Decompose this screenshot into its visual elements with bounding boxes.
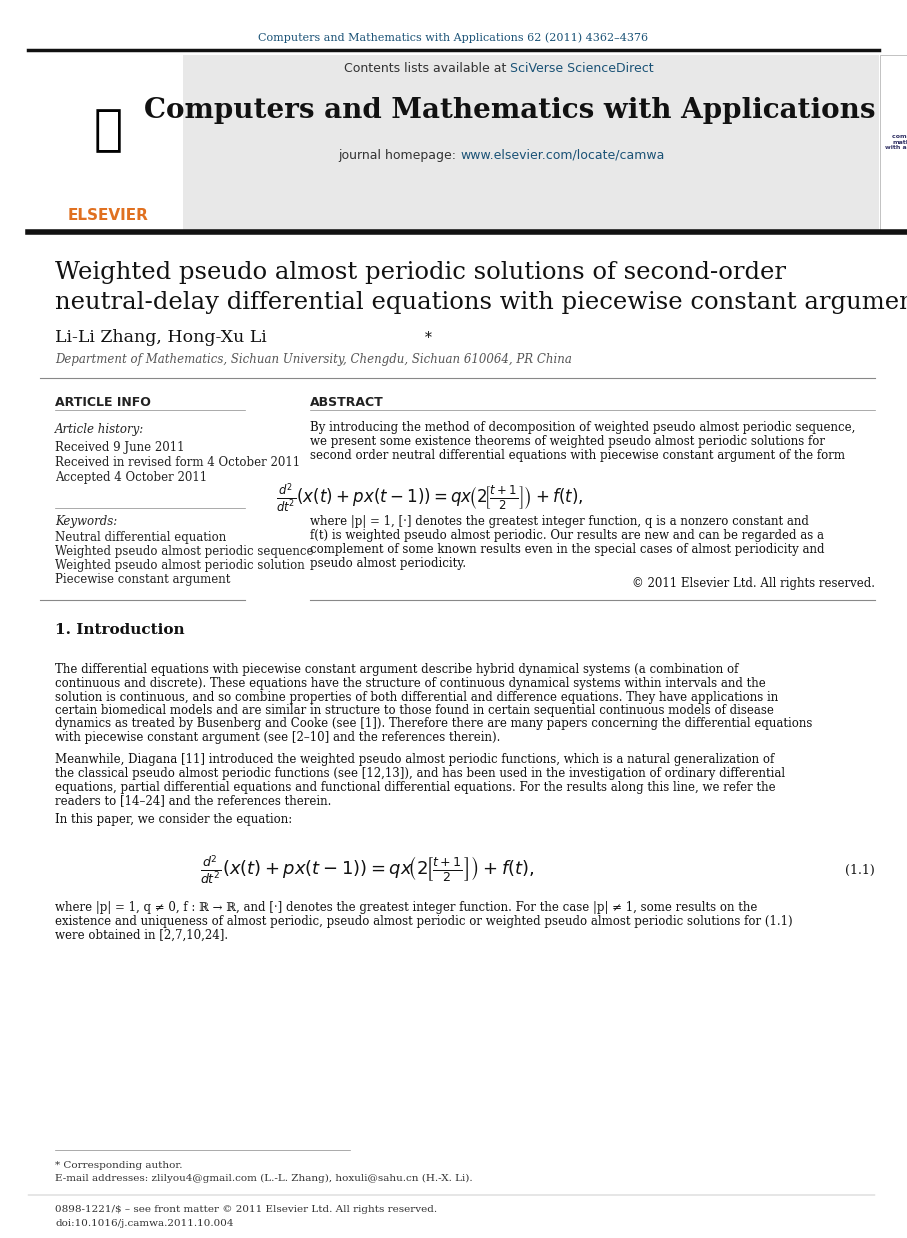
Text: complement of some known results even in the special cases of almost periodicity: complement of some known results even in… — [310, 543, 824, 557]
Text: 1. Introduction: 1. Introduction — [55, 623, 185, 638]
Text: were obtained in [2,7,10,24].: were obtained in [2,7,10,24]. — [55, 928, 229, 942]
Text: Weighted pseudo almost periodic solutions of second-order: Weighted pseudo almost periodic solution… — [55, 260, 786, 284]
Text: 0898-1221/$ – see front matter © 2011 Elsevier Ltd. All rights reserved.: 0898-1221/$ – see front matter © 2011 El… — [55, 1206, 437, 1214]
Text: the classical pseudo almost periodic functions (see [12,13]), and has been used : the classical pseudo almost periodic fun… — [55, 768, 785, 780]
Text: $\frac{d^2}{dt^2}(x(t) + px(t-1)) = qx\!\left(2\!\left[\frac{t+1}{2}\right]\righ: $\frac{d^2}{dt^2}(x(t) + px(t-1)) = qx\!… — [277, 482, 584, 515]
Text: SciVerse ScienceDirect: SciVerse ScienceDirect — [510, 62, 654, 74]
Text: Li-Li Zhang, Hong-Xu Li: Li-Li Zhang, Hong-Xu Li — [55, 329, 267, 347]
Text: Piecewise constant argument: Piecewise constant argument — [55, 572, 230, 586]
Text: existence and uniqueness of almost periodic, pseudo almost periodic or weighted : existence and uniqueness of almost perio… — [55, 915, 793, 928]
Text: Weighted pseudo almost periodic sequence: Weighted pseudo almost periodic sequence — [55, 545, 314, 557]
Text: certain biomedical models and are similar in structure to those found in certain: certain biomedical models and are simila… — [55, 704, 774, 717]
Text: we present some existence theorems of weighted pseudo almost periodic solutions : we present some existence theorems of we… — [310, 436, 825, 448]
Text: neutral-delay differential equations with piecewise constant argument: neutral-delay differential equations wit… — [55, 291, 907, 313]
Text: computers &
mathematics
with applications: computers & mathematics with application… — [885, 134, 907, 150]
Text: Computers and Mathematics with Applications 62 (2011) 4362–4376: Computers and Mathematics with Applicati… — [258, 32, 649, 43]
Text: second order neutral differential equations with piecewise constant argument of : second order neutral differential equati… — [310, 449, 845, 463]
Text: where |p| = 1, [·] denotes the greatest integer function, q is a nonzero constan: where |p| = 1, [·] denotes the greatest … — [310, 515, 809, 529]
Text: Department of Mathematics, Sichuan University, Chengdu, Sichuan 610064, PR China: Department of Mathematics, Sichuan Unive… — [55, 354, 572, 366]
Text: The differential equations with piecewise constant argument describe hybrid dyna: The differential equations with piecewis… — [55, 664, 738, 676]
Text: 🌳: 🌳 — [93, 106, 122, 154]
Text: Keywords:: Keywords: — [55, 515, 117, 529]
Text: readers to [14–24] and the references therein.: readers to [14–24] and the references th… — [55, 794, 331, 807]
Text: f(t) is weighted pseudo almost periodic. Our results are new and can be regarded: f(t) is weighted pseudo almost periodic.… — [310, 530, 824, 542]
Text: * Corresponding author.: * Corresponding author. — [55, 1160, 182, 1170]
Text: with piecewise constant argument (see [2–10] and the references therein).: with piecewise constant argument (see [2… — [55, 730, 501, 744]
Text: journal homepage:: journal homepage: — [338, 149, 460, 161]
Text: Computers and Mathematics with Applications: Computers and Mathematics with Applicati… — [144, 97, 876, 124]
Text: equations, partial differential equations and functional differential equations.: equations, partial differential equation… — [55, 780, 775, 794]
Text: ELSEVIER: ELSEVIER — [67, 208, 149, 223]
Text: © 2011 Elsevier Ltd. All rights reserved.: © 2011 Elsevier Ltd. All rights reserved… — [632, 577, 875, 591]
Text: $\frac{d^2}{dt^2}(x(t) + px(t-1)) = qx\!\left(2\!\left[\frac{t+1}{2}\right]\righ: $\frac{d^2}{dt^2}(x(t) + px(t-1)) = qx\!… — [200, 853, 534, 886]
Text: Received 9 June 2011: Received 9 June 2011 — [55, 441, 184, 453]
Text: Contents lists available at: Contents lists available at — [344, 62, 510, 74]
Text: Article history:: Article history: — [55, 423, 144, 437]
Text: ARTICLE INFO: ARTICLE INFO — [55, 395, 151, 409]
Text: Accepted 4 October 2011: Accepted 4 October 2011 — [55, 470, 207, 484]
Text: Weighted pseudo almost periodic solution: Weighted pseudo almost periodic solution — [55, 558, 305, 572]
Text: www.elsevier.com/locate/camwa: www.elsevier.com/locate/camwa — [460, 149, 664, 161]
Bar — [880, 54, 907, 230]
Text: In this paper, we consider the equation:: In this paper, we consider the equation: — [55, 813, 292, 827]
Bar — [28, 54, 879, 230]
Text: dynamics as treated by Busenberg and Cooke (see [1]). Therefore there are many p: dynamics as treated by Busenberg and Coo… — [55, 718, 813, 730]
Text: solution is continuous, and so combine properties of both differential and diffe: solution is continuous, and so combine p… — [55, 691, 778, 703]
Text: E-mail addresses: zlilyou4@gmail.com (L.-L. Zhang), hoxuli@sahu.cn (H.-X. Li).: E-mail addresses: zlilyou4@gmail.com (L.… — [55, 1174, 473, 1182]
Text: *: * — [425, 331, 432, 345]
Text: By introducing the method of decomposition of weighted pseudo almost periodic se: By introducing the method of decompositi… — [310, 421, 855, 435]
Text: doi:10.1016/j.camwa.2011.10.004: doi:10.1016/j.camwa.2011.10.004 — [55, 1219, 233, 1228]
Text: Neutral differential equation: Neutral differential equation — [55, 531, 226, 543]
Text: (1.1): (1.1) — [845, 863, 875, 877]
Text: continuous and discrete). These equations have the structure of continuous dynam: continuous and discrete). These equation… — [55, 677, 766, 690]
Text: where |p| = 1, q ≠ 0, f : ℝ → ℝ, and [·] denotes the greatest integer function. : where |p| = 1, q ≠ 0, f : ℝ → ℝ, and [·]… — [55, 901, 757, 915]
Text: ABSTRACT: ABSTRACT — [310, 395, 384, 409]
Text: pseudo almost periodicity.: pseudo almost periodicity. — [310, 557, 466, 571]
Text: Received in revised form 4 October 2011: Received in revised form 4 October 2011 — [55, 456, 300, 468]
Bar — [28, 54, 183, 230]
Text: Meanwhile, Diagana [11] introduced the weighted pseudo almost periodic functions: Meanwhile, Diagana [11] introduced the w… — [55, 754, 775, 766]
